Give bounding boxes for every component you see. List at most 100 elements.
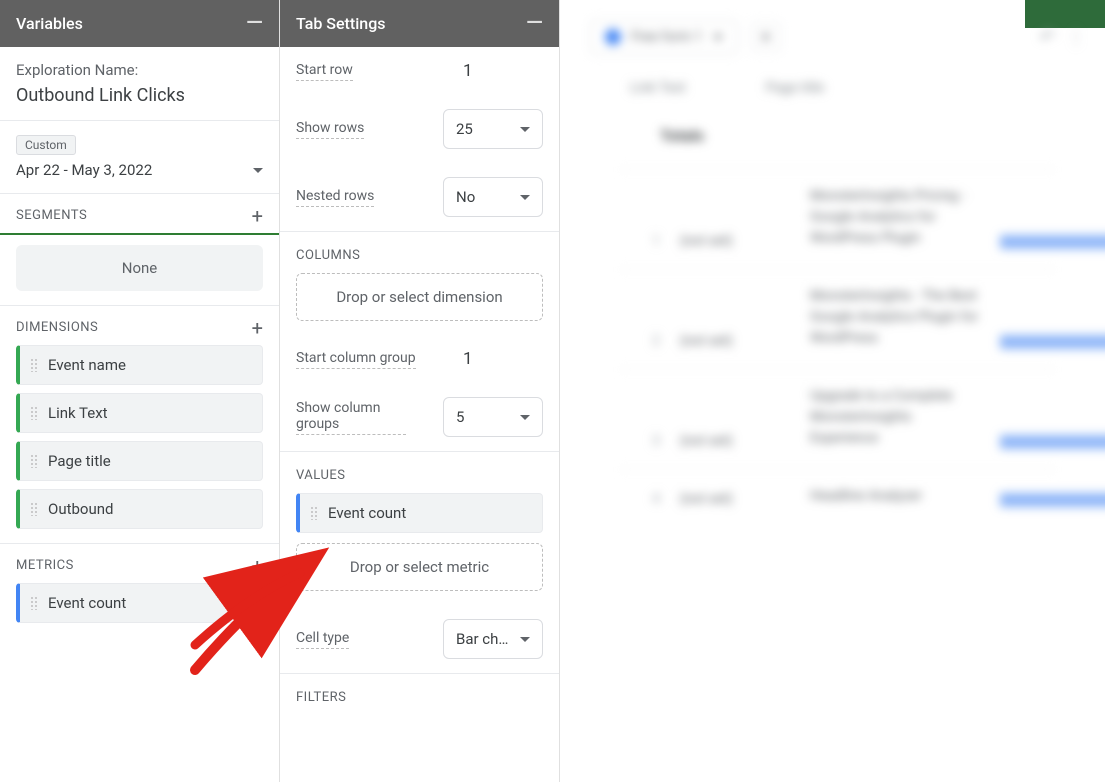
- caret-down-icon: [520, 195, 530, 200]
- tab-type-icon: [605, 29, 621, 45]
- row-bar: [1000, 335, 1105, 349]
- variables-title: Variables: [16, 14, 83, 33]
- row-page-title: Headline Analyzer: [810, 486, 980, 507]
- row-page-title: MonsterInsights Pricing - Google Analyti…: [810, 186, 980, 249]
- values-title: VALUES: [280, 452, 559, 493]
- drag-handle-icon: [30, 502, 38, 516]
- exploration-name-value[interactable]: Outbound Link Clicks: [16, 85, 263, 106]
- metrics-title: METRICS: [16, 558, 74, 573]
- table-row: 2 (not set) MonsterInsights - The Best Goo…: [620, 269, 1055, 349]
- values-drop-zone[interactable]: Drop or select metric: [296, 543, 543, 591]
- more-icon[interactable]: ⋮: [1067, 27, 1085, 48]
- nested-rows-select[interactable]: No: [443, 177, 543, 217]
- start-row-value[interactable]: 1: [463, 61, 543, 81]
- caret-down-icon: [520, 415, 530, 420]
- add-segment-icon[interactable]: +: [252, 209, 263, 223]
- segments-title: SEGMENTS: [16, 208, 87, 223]
- col-header: Link Text: [630, 80, 686, 96]
- dimensions-section: DIMENSIONS + Event name Link Text Page tit…: [0, 306, 279, 544]
- drag-handle-icon: [30, 596, 38, 610]
- nested-rows-label: Nested rows: [296, 188, 374, 207]
- report-canvas: Free form 1 + ↶ ⋮ Link Text Page title T…: [560, 0, 1105, 782]
- start-row-label: Start row: [296, 62, 353, 81]
- dimension-chip[interactable]: Link Text: [16, 393, 263, 433]
- filters-title: FILTERS: [280, 674, 559, 715]
- tab-settings-header: Tab Settings —: [280, 0, 559, 47]
- row-index: 2: [620, 333, 660, 349]
- dimension-chip[interactable]: Event name: [16, 345, 263, 385]
- show-rows-label: Show rows: [296, 120, 364, 139]
- drag-handle-icon: [30, 358, 38, 372]
- collapse-variables-icon[interactable]: —: [246, 17, 263, 31]
- cell-type-label: Cell type: [296, 630, 349, 649]
- metrics-section: METRICS + Event count: [0, 544, 279, 637]
- segments-divider: [0, 233, 279, 235]
- values-chip[interactable]: Event count: [296, 493, 543, 533]
- segments-empty[interactable]: None: [16, 245, 263, 291]
- date-range-badge: Custom: [16, 135, 76, 155]
- variables-header: Variables —: [0, 0, 279, 47]
- collapse-tab-settings-icon[interactable]: —: [526, 17, 543, 31]
- dimension-chip[interactable]: Outbound: [16, 489, 263, 529]
- canvas-tab-label: Free form 1: [631, 29, 703, 45]
- canvas-tab-bar: Free form 1 + ↶ ⋮: [590, 20, 1085, 54]
- canvas-tab[interactable]: Free form 1: [590, 20, 738, 54]
- table-row: 3 (not set) Upgrade to a Complete MonsterI…: [620, 369, 1055, 449]
- row-link-text: (not set): [680, 491, 790, 507]
- variables-panel: Variables — Exploration Name: Outbound L…: [0, 0, 280, 782]
- values-chip-label: Event count: [328, 504, 406, 522]
- metric-chip[interactable]: Event count: [16, 583, 263, 623]
- add-dimension-icon[interactable]: +: [252, 321, 263, 335]
- table-row: 4 (not set) Headline Analyzer: [620, 469, 1055, 507]
- drag-handle-icon: [30, 406, 38, 420]
- caret-down-icon: [520, 127, 530, 132]
- date-range-value: Apr 22 - May 3, 2022: [16, 161, 152, 179]
- row-page-title: MonsterInsights - The Best Google Analyt…: [810, 286, 980, 349]
- totals-label: Totals: [590, 116, 1085, 169]
- segments-section: SEGMENTS + None: [0, 194, 279, 306]
- table-row: 1 (not set) MonsterInsights Pricing - Goog…: [620, 169, 1055, 249]
- metric-chip-label: Event count: [48, 594, 126, 612]
- show-col-groups-select[interactable]: 5: [443, 397, 543, 437]
- dimension-chip-label: Page title: [48, 452, 111, 470]
- cell-type-setting: Cell type Bar ch…: [280, 605, 559, 673]
- col-header: Page title: [766, 80, 825, 96]
- date-range-section[interactable]: Custom Apr 22 - May 3, 2022: [0, 121, 279, 194]
- show-rows-select[interactable]: 25: [443, 109, 543, 149]
- dimension-chip-label: Link Text: [48, 404, 108, 422]
- row-link-text: (not set): [680, 233, 790, 249]
- caret-down-icon: [253, 168, 263, 173]
- cell-type-select[interactable]: Bar ch…: [443, 619, 543, 659]
- row-link-text: (not set): [680, 333, 790, 349]
- tab-settings-panel: Tab Settings — Start row 1 Show rows 25 …: [280, 0, 560, 782]
- caret-down-icon: [713, 35, 723, 40]
- show-col-groups-value: 5: [456, 408, 464, 426]
- columns-drop-zone[interactable]: Drop or select dimension: [296, 273, 543, 321]
- tab-settings-title: Tab Settings: [296, 14, 386, 33]
- caret-down-icon: [520, 637, 530, 642]
- show-col-groups-setting: Show column groups 5: [280, 383, 559, 451]
- row-bar: [1000, 435, 1105, 449]
- start-row-setting: Start row 1: [280, 47, 559, 95]
- row-index: 3: [620, 433, 660, 449]
- row-page-title: Upgrade to a Complete MonsterInsights Ex…: [810, 386, 980, 449]
- add-tab-button[interactable]: +: [752, 23, 780, 51]
- start-col-group-label: Start column group: [296, 350, 416, 369]
- drag-handle-icon: [310, 506, 318, 520]
- columns-title: COLUMNS: [280, 232, 559, 273]
- show-rows-setting: Show rows 25: [280, 95, 559, 163]
- add-metric-icon[interactable]: +: [252, 559, 263, 573]
- undo-icon[interactable]: ↶: [1040, 27, 1055, 48]
- row-link-text: (not set): [680, 433, 790, 449]
- dimensions-title: DIMENSIONS: [16, 320, 98, 335]
- dimension-chip-label: Event name: [48, 356, 126, 374]
- exploration-name-section: Exploration Name: Outbound Link Clicks: [0, 47, 279, 121]
- start-col-group-value[interactable]: 1: [463, 349, 543, 369]
- show-rows-value: 25: [456, 120, 473, 138]
- drag-handle-icon: [30, 454, 38, 468]
- row-bar: [1000, 235, 1105, 249]
- dimension-chip[interactable]: Page title: [16, 441, 263, 481]
- row-index: 1: [620, 233, 660, 249]
- row-index: 4: [620, 491, 660, 507]
- show-col-groups-label: Show column groups: [296, 400, 406, 435]
